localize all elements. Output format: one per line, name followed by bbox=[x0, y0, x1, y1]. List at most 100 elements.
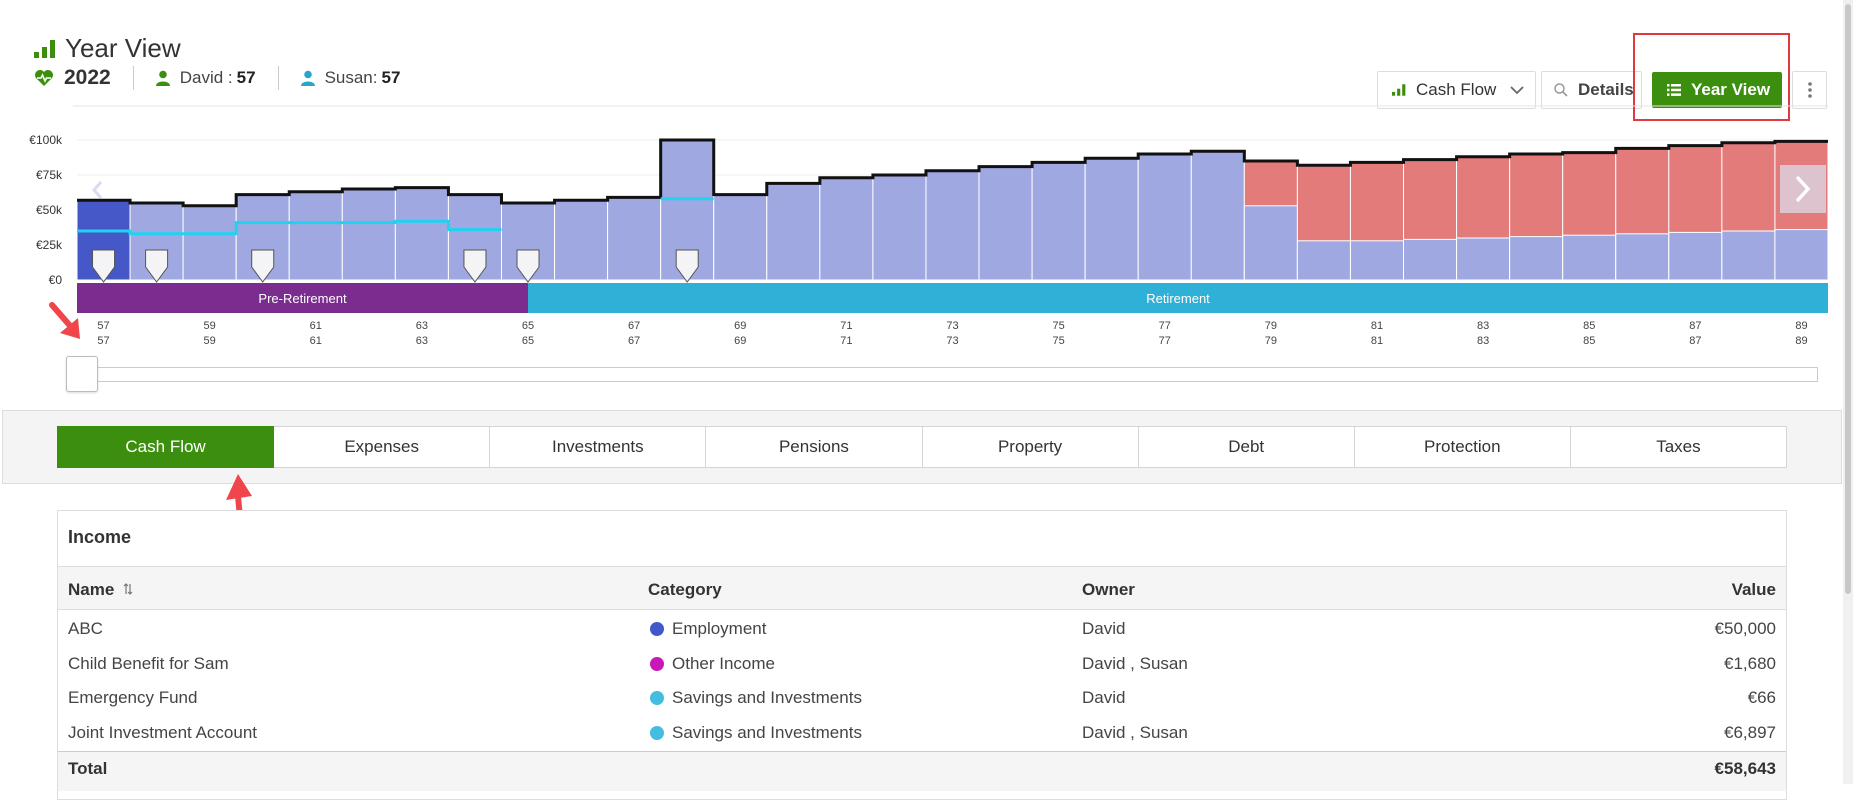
y-tick-label: €50k bbox=[36, 203, 63, 217]
year-range-slider[interactable] bbox=[85, 367, 1818, 382]
person-age: 57 bbox=[236, 68, 256, 87]
chart-prev-arrow[interactable] bbox=[92, 181, 103, 199]
age-label-susan: 87 bbox=[1689, 335, 1701, 345]
chart-bar bbox=[1031, 161, 1086, 281]
chart-bar bbox=[182, 205, 237, 281]
chart-bar bbox=[1774, 229, 1829, 281]
chart-bar bbox=[394, 187, 449, 281]
person-name: David : bbox=[179, 68, 233, 87]
phase-band bbox=[528, 283, 1828, 313]
annotation-highlight-box bbox=[1633, 33, 1790, 121]
row-owner: David , Susan bbox=[1082, 723, 1188, 742]
age-label-david: 79 bbox=[1265, 320, 1277, 332]
user-icon bbox=[300, 70, 315, 86]
age-label-david: 81 bbox=[1371, 320, 1383, 332]
phase-band bbox=[77, 283, 529, 313]
tab-pensions[interactable]: Pensions bbox=[706, 426, 923, 468]
age-label-susan: 71 bbox=[840, 335, 852, 345]
event-marker-icon[interactable] bbox=[675, 249, 699, 283]
age-label-david: 89 bbox=[1795, 320, 1807, 332]
details-button[interactable]: Details bbox=[1541, 71, 1642, 109]
row-value: €6,897 bbox=[1724, 723, 1776, 742]
total-value: €58,643 bbox=[1714, 759, 1776, 778]
category-label: Employment bbox=[672, 619, 767, 638]
tab-cash-flow[interactable]: Cash Flow bbox=[57, 426, 275, 468]
year-row: 2022 David : 57 Susan: 57 bbox=[34, 64, 400, 92]
chart-bar bbox=[1456, 237, 1511, 281]
cash-flow-chart[interactable]: €100k €75k €50k €25k €0 Pre-Retirement Retire… bbox=[0, 105, 1843, 345]
row-value: €50,000 bbox=[1714, 619, 1776, 638]
y-tick-label: €0 bbox=[49, 273, 63, 287]
age-label-susan: 79 bbox=[1265, 335, 1277, 345]
row-name: Emergency Fund bbox=[68, 688, 198, 707]
chart-bar bbox=[554, 199, 609, 281]
tab-debt[interactable]: Debt bbox=[1138, 426, 1355, 468]
age-label-david: 59 bbox=[204, 320, 216, 332]
chart-bar bbox=[341, 188, 396, 281]
bar-chart-icon bbox=[34, 40, 55, 58]
event-marker-icon[interactable] bbox=[145, 249, 169, 283]
table-header bbox=[58, 566, 1786, 610]
chart-bar bbox=[1190, 150, 1245, 281]
tab-protection[interactable]: Protection bbox=[1354, 426, 1571, 468]
chart-bar bbox=[1084, 157, 1139, 281]
person-name: Susan: bbox=[324, 68, 378, 87]
row-category: Savings and Investments bbox=[650, 723, 862, 743]
cash-flow-dropdown[interactable]: Cash Flow bbox=[1377, 71, 1536, 109]
y-tick-label: €100k bbox=[29, 133, 63, 147]
age-label-susan: 63 bbox=[416, 335, 428, 345]
row-name: ABC bbox=[68, 619, 103, 638]
chart-bar bbox=[819, 177, 874, 281]
age-label-susan: 57 bbox=[97, 335, 109, 345]
section-tabs: Cash Flow Expenses Investments Pensions … bbox=[57, 426, 1787, 468]
row-owner: David bbox=[1082, 619, 1126, 638]
event-marker-icon[interactable] bbox=[463, 249, 487, 283]
row-category: Employment bbox=[650, 619, 766, 639]
slider-handle[interactable] bbox=[66, 356, 98, 392]
current-year: 2022 bbox=[64, 66, 111, 89]
age-label-susan: 61 bbox=[310, 335, 322, 345]
event-marker-icon[interactable] bbox=[251, 249, 275, 283]
person-david: David : 57 bbox=[155, 68, 256, 88]
column-value-header: Value bbox=[1731, 580, 1776, 599]
row-owner: David bbox=[1082, 688, 1126, 707]
category-dot bbox=[650, 622, 664, 636]
vertical-dots-icon bbox=[1807, 82, 1812, 98]
tab-investments[interactable]: Investments bbox=[490, 426, 707, 468]
tab-expenses[interactable]: Expenses bbox=[274, 426, 491, 468]
row-value: €66 bbox=[1747, 688, 1776, 707]
income-title: Income bbox=[68, 527, 132, 547]
total-row bbox=[58, 751, 1786, 791]
column-label: Name bbox=[68, 580, 115, 599]
age-label-susan: 65 bbox=[522, 335, 534, 345]
age-label-susan: 85 bbox=[1583, 335, 1595, 345]
column-category-header: Category bbox=[648, 580, 722, 599]
age-label-susan: 59 bbox=[204, 335, 216, 345]
category-dot bbox=[650, 726, 664, 740]
chart-bar bbox=[1137, 153, 1192, 281]
tab-property[interactable]: Property bbox=[922, 426, 1139, 468]
age-label-david: 73 bbox=[946, 320, 958, 332]
tab-taxes[interactable]: Taxes bbox=[1570, 426, 1787, 468]
age-label-david: 75 bbox=[1052, 320, 1064, 332]
y-tick-label: €75k bbox=[36, 168, 63, 182]
category-label: Savings and Investments bbox=[672, 723, 862, 742]
chart-next-arrow[interactable] bbox=[1780, 165, 1826, 213]
age-label-david: 63 bbox=[416, 320, 428, 332]
person-age: 57 bbox=[381, 68, 401, 87]
list-icon bbox=[1667, 84, 1681, 96]
y-tick-label: €25k bbox=[36, 238, 63, 252]
age-label-david: 85 bbox=[1583, 320, 1595, 332]
event-marker-icon[interactable] bbox=[516, 249, 540, 283]
scrollbar-thumb[interactable] bbox=[1845, 4, 1851, 594]
age-label-david: 87 bbox=[1689, 320, 1701, 332]
event-marker-icon[interactable] bbox=[92, 249, 116, 283]
person-susan: Susan: 57 bbox=[300, 68, 401, 88]
chart-bar bbox=[1403, 238, 1458, 281]
total-cashflow-line bbox=[77, 138, 1828, 208]
year-view-button[interactable]: Year View bbox=[1652, 72, 1782, 108]
age-label-susan: 77 bbox=[1159, 335, 1171, 345]
more-options-button[interactable] bbox=[1792, 71, 1827, 109]
column-name-header[interactable]: Name bbox=[68, 580, 133, 600]
row-owner: David , Susan bbox=[1082, 654, 1188, 673]
